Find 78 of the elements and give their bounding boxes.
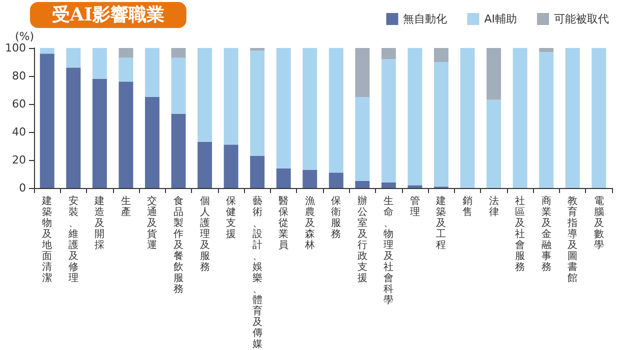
x-tick-label: 社區及社會服務: [515, 195, 526, 273]
bar: [198, 48, 212, 142]
bar: [250, 48, 265, 51]
bar: [355, 97, 370, 181]
bar: [171, 48, 186, 58]
x-tick-label: 管理: [410, 196, 420, 218]
bar: [198, 142, 212, 188]
bar: [171, 114, 186, 188]
bar: [118, 48, 134, 58]
y-tick-label: 40: [12, 126, 26, 138]
bar: [408, 185, 422, 188]
bar: [145, 97, 160, 188]
bar: [592, 48, 606, 188]
bar: [486, 100, 501, 188]
bar: [40, 54, 54, 188]
chart-title: 受AI影響職業: [52, 4, 164, 26]
category-label: 藝術、設計、娛樂、體育及傳媒: [252, 196, 262, 350]
x-tick-label: 建造及開採: [94, 195, 105, 251]
x-tick-label: 銷售: [462, 195, 472, 218]
x-tick-label: 安裝、維護及修理: [67, 195, 78, 284]
x-tick-label: 生產: [120, 195, 131, 218]
bar: [224, 48, 238, 145]
bar: [381, 48, 396, 60]
bar: [381, 59, 396, 182]
bar: [460, 48, 475, 188]
y-tick-label: 60: [12, 98, 26, 110]
y-tick-label: 100: [5, 42, 26, 54]
bar: [539, 48, 554, 52]
bar: [118, 82, 134, 188]
bar: [512, 48, 528, 188]
bar: [381, 182, 396, 188]
bar: [66, 68, 81, 188]
x-tick-label: 辦公室及行政支援: [357, 195, 368, 284]
bar: [250, 50, 265, 156]
bar: [565, 48, 580, 188]
bar: [171, 58, 186, 114]
x-tick-label: 個人護理及服務: [200, 196, 210, 273]
bar: [276, 168, 291, 188]
bar: [486, 48, 501, 100]
x-tick-label: 建築及工程: [435, 195, 446, 251]
x-tick-label: 醫保從業員: [278, 195, 289, 251]
x-tick-label: 交通及貨運: [147, 195, 158, 251]
bar: [302, 48, 318, 170]
x-tick-label: 教育指導及圖書館: [566, 196, 578, 284]
y-tick-label: 0: [19, 182, 26, 194]
bar: [302, 170, 318, 188]
bar: [224, 144, 238, 188]
y-tick-label: 80: [12, 70, 26, 82]
bar: [92, 78, 107, 188]
bar: [40, 48, 54, 54]
legend-label: AI輔助: [484, 12, 518, 26]
x-tick-label: 漁農及森林: [304, 195, 315, 251]
x-tick-label: 保健支援: [226, 196, 236, 240]
bar: [66, 48, 81, 68]
category-label: 食品製作及餐飲服務: [174, 196, 184, 295]
bar: [355, 181, 370, 188]
bar: [408, 48, 422, 186]
category-label: 生命、物理及社會科學: [384, 196, 394, 306]
bar: [355, 48, 370, 97]
bar: [434, 48, 448, 62]
bar: [250, 156, 265, 188]
x-tick-label: 法律: [488, 195, 499, 218]
y-tick-label: 20: [12, 154, 26, 166]
bar: [145, 48, 160, 97]
bar: [328, 48, 344, 173]
x-tick-label: 電腦及數學: [594, 196, 604, 251]
bar: [118, 58, 134, 82]
bar: [328, 172, 344, 188]
legend-label: 無自動化: [403, 12, 448, 26]
x-tick-label: 保衛服務: [331, 196, 342, 240]
bar: [276, 48, 291, 168]
x-tick-label: 建築物及地面清潔: [41, 195, 52, 284]
bar: [539, 52, 554, 188]
legend-label: 可能被取代: [554, 12, 609, 26]
bar: [92, 48, 107, 79]
x-tick-label: 商業及金融事務: [541, 195, 552, 273]
y-axis-title: (%): [14, 30, 34, 43]
bar: [434, 62, 448, 187]
